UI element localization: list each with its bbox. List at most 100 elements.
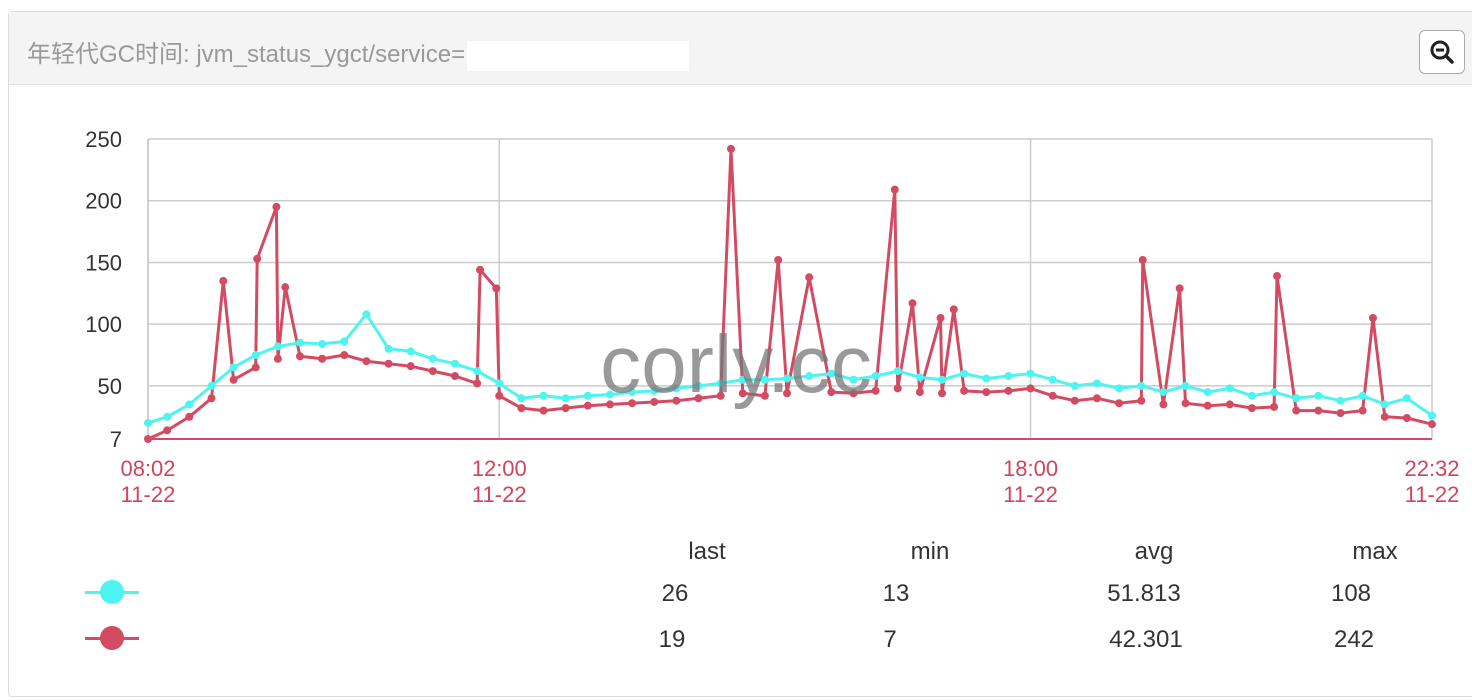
data-point: [936, 314, 945, 323]
data-point: [1247, 391, 1256, 400]
x-tick-time: 08:02: [120, 456, 175, 481]
data-point: [1004, 372, 1013, 381]
data-point: [495, 379, 504, 388]
data-point: [1004, 386, 1013, 395]
data-point: [893, 367, 902, 376]
data-point: [406, 362, 415, 371]
data-point: [1336, 409, 1345, 418]
data-point: [384, 359, 393, 368]
data-point: [1380, 400, 1389, 409]
data-point: [473, 367, 482, 376]
legend-header-max: max: [1352, 538, 1398, 565]
data-point: [561, 404, 570, 413]
data-point: [1292, 406, 1301, 415]
data-point: [229, 375, 238, 384]
panel-title: 年轻代GC时间: jvm_status_ygct/service=: [27, 34, 690, 71]
data-point: [1048, 375, 1057, 384]
data-point: [982, 374, 991, 383]
data-point: [849, 389, 858, 398]
data-point: [938, 389, 947, 398]
data-point: [738, 389, 747, 398]
legend-last: 19: [658, 626, 686, 653]
legend-header-last: last: [688, 538, 726, 565]
data-point: [1070, 381, 1079, 390]
legend-marker-red: [85, 626, 139, 650]
data-point: [384, 344, 393, 353]
data-point: [1358, 406, 1367, 415]
data-point: [1270, 402, 1279, 411]
data-point: [960, 369, 969, 378]
x-tick-time: 12:00: [472, 456, 527, 481]
x-tick-date: 11-22: [1003, 482, 1058, 507]
data-point: [539, 391, 548, 400]
data-point: [1026, 384, 1035, 393]
data-point: [890, 185, 899, 194]
data-point: [583, 401, 592, 410]
data-point: [694, 381, 703, 390]
data-point: [1026, 369, 1035, 378]
data-point: [1092, 394, 1101, 403]
y-tick-label: 200: [85, 189, 122, 214]
data-point: [628, 399, 637, 408]
data-point: [1402, 394, 1411, 403]
data-point: [144, 435, 152, 443]
data-point: [318, 339, 327, 348]
line-chart: 75010015020025008:0211-2212:0011-2218:00…: [85, 127, 1460, 507]
data-point: [229, 363, 238, 372]
data-point: [185, 412, 194, 421]
data-point: [1368, 314, 1377, 323]
legend-max: 108: [1330, 580, 1372, 607]
data-point: [1402, 414, 1411, 423]
data-point: [251, 363, 260, 372]
data-point: [628, 388, 637, 397]
data-point: [716, 379, 725, 388]
data-point: [1137, 381, 1146, 390]
legend-header-avg: avg: [1134, 538, 1174, 565]
data-point: [871, 386, 880, 395]
data-point: [672, 396, 681, 405]
data-point: [1428, 411, 1436, 420]
zoom-out-icon: [1430, 40, 1454, 64]
legend-avg: 42.301: [1109, 626, 1183, 653]
data-point: [1273, 272, 1282, 281]
y-tick-label: 7: [110, 427, 122, 452]
data-point: [1270, 388, 1279, 397]
panel-header: 年轻代GC时间: jvm_status_ygct/service=: [9, 12, 1472, 85]
data-point: [450, 372, 459, 381]
zoom-out-button[interactable]: [1419, 30, 1465, 74]
data-point: [1137, 396, 1146, 405]
x-tick-time: 22:32: [1404, 456, 1459, 481]
y-tick-label: 100: [85, 312, 122, 337]
data-point: [1115, 384, 1124, 393]
data-point: [340, 337, 349, 346]
data-point: [273, 342, 282, 351]
data-point: [1380, 412, 1389, 421]
data-point: [605, 390, 614, 399]
data-point: [1314, 391, 1323, 400]
data-point: [281, 283, 290, 292]
legend-avg: 51.813: [1107, 580, 1181, 607]
data-point: [296, 338, 305, 347]
data-point: [908, 299, 917, 308]
data-point: [805, 273, 814, 282]
data-point: [760, 391, 769, 400]
x-tick-date: 11-22: [1405, 482, 1460, 507]
data-point: [1181, 381, 1190, 390]
data-point: [362, 357, 371, 366]
legend-min: 13: [882, 580, 910, 607]
data-point: [760, 375, 769, 384]
data-point: [1314, 406, 1323, 415]
legend-last: 26: [661, 580, 689, 607]
data-point: [517, 394, 526, 403]
y-tick-label: 150: [85, 250, 122, 275]
data-point: [219, 276, 228, 285]
data-point: [1203, 388, 1212, 397]
data-point: [1225, 384, 1234, 393]
data-point: [893, 384, 902, 393]
data-point: [1115, 399, 1124, 408]
legend-max: 242: [1333, 626, 1375, 653]
legend-min: 7: [883, 626, 897, 653]
watermark: corly.cc: [600, 319, 872, 410]
data-point: [185, 400, 194, 409]
data-point: [783, 374, 792, 383]
